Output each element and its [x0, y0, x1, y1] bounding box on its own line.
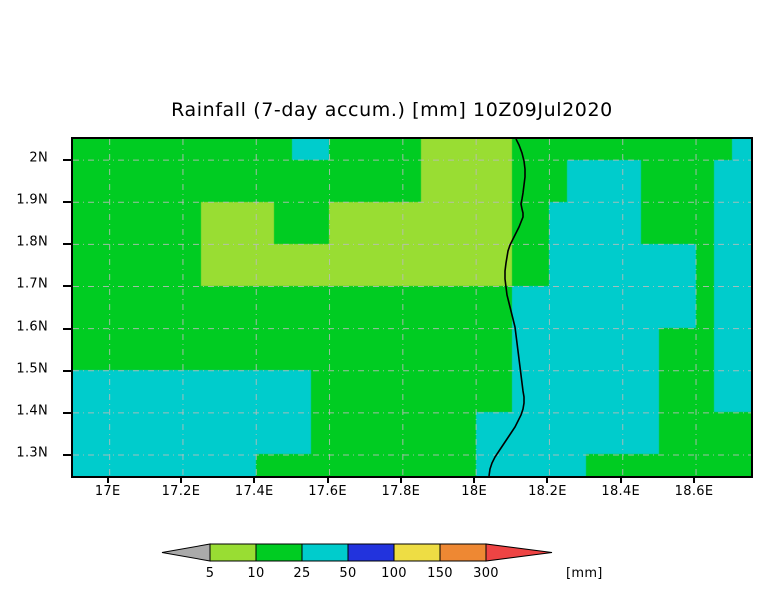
y-tick-label: 1.6N — [16, 319, 48, 335]
colorbar-tick-label: 150 — [427, 566, 453, 581]
colorbar-tick-label: 5 — [205, 566, 215, 581]
colorbar-tick-label: 10 — [247, 566, 265, 581]
colorbar-swatch — [209, 543, 257, 562]
x-axis: 17E 17.2E 17.4E 17.6E 17.8E 18E 18.2E 18.4E 18.6… — [71, 476, 749, 506]
x-tick-mark — [106, 476, 109, 483]
colorbar-swatch — [393, 543, 441, 562]
x-tick-label: 17.8E — [381, 484, 421, 499]
x-tick-label: 18.6E — [674, 484, 714, 499]
y-tick-mark — [63, 159, 71, 162]
x-tick-label: 17E — [94, 484, 121, 499]
colorbar-swatch — [439, 543, 487, 562]
colorbar-swatch — [255, 543, 303, 562]
x-tick-label: 18.4E — [601, 484, 641, 499]
y-tick-label: 1.9N — [16, 192, 48, 208]
x-tick-mark — [179, 476, 182, 483]
x-tick-label: 18E — [461, 484, 487, 499]
colorbar-tick-label: 300 — [473, 566, 499, 581]
page-title: Rainfall (7-day accum.) [mm] 10Z09Jul202… — [171, 99, 613, 121]
x-tick-mark — [399, 476, 402, 483]
x-tick-label: 17.4E — [234, 484, 274, 499]
y-tick-label: 1.7N — [16, 276, 48, 292]
colorbar-under-arrow — [161, 543, 211, 562]
y-tick-label: 1.3N — [16, 445, 48, 461]
y-tick-label: 1.4N — [16, 403, 48, 419]
heatmap-cells — [73, 139, 751, 476]
x-tick-label: 18.2E — [528, 484, 567, 499]
y-tick-mark — [63, 411, 71, 414]
y-tick-mark — [63, 327, 71, 330]
colorbar-tick-label: 50 — [339, 566, 357, 581]
colorbar-units-label: [mm] — [566, 566, 603, 581]
colorbar-swatch — [301, 543, 349, 562]
x-tick-mark — [693, 476, 696, 483]
y-tick-label: 1.8N — [16, 234, 48, 250]
y-tick-mark — [63, 369, 71, 372]
colorbar-tick-label: 100 — [381, 566, 407, 581]
plot-area — [71, 137, 753, 478]
y-tick-label: 2N — [29, 150, 48, 166]
y-tick-mark — [63, 453, 71, 456]
colorbar-tick-label: 25 — [293, 566, 311, 581]
y-tick-mark — [63, 201, 71, 204]
y-tick-mark — [63, 243, 71, 246]
y-tick-mark — [63, 285, 71, 288]
colorbar-over-arrow — [485, 543, 553, 562]
y-tick-label: 1.5N — [16, 361, 48, 377]
colorbar-legend: [mm] 5 10 25 50 100 150 300 — [150, 540, 650, 590]
x-tick-mark — [619, 476, 622, 483]
y-axis: 2N 1.9N 1.8N 1.7N 1.6N 1.5N 1.4N 1.3N — [0, 137, 71, 474]
x-tick-mark — [546, 476, 549, 483]
colorbar-swatches — [161, 543, 553, 562]
colorbar-swatch — [347, 543, 395, 562]
x-tick-mark — [326, 476, 329, 483]
x-tick-label: 17.2E — [161, 484, 201, 499]
x-tick-mark — [473, 476, 476, 483]
x-tick-label: 17.6E — [308, 484, 347, 499]
x-tick-mark — [253, 476, 256, 483]
